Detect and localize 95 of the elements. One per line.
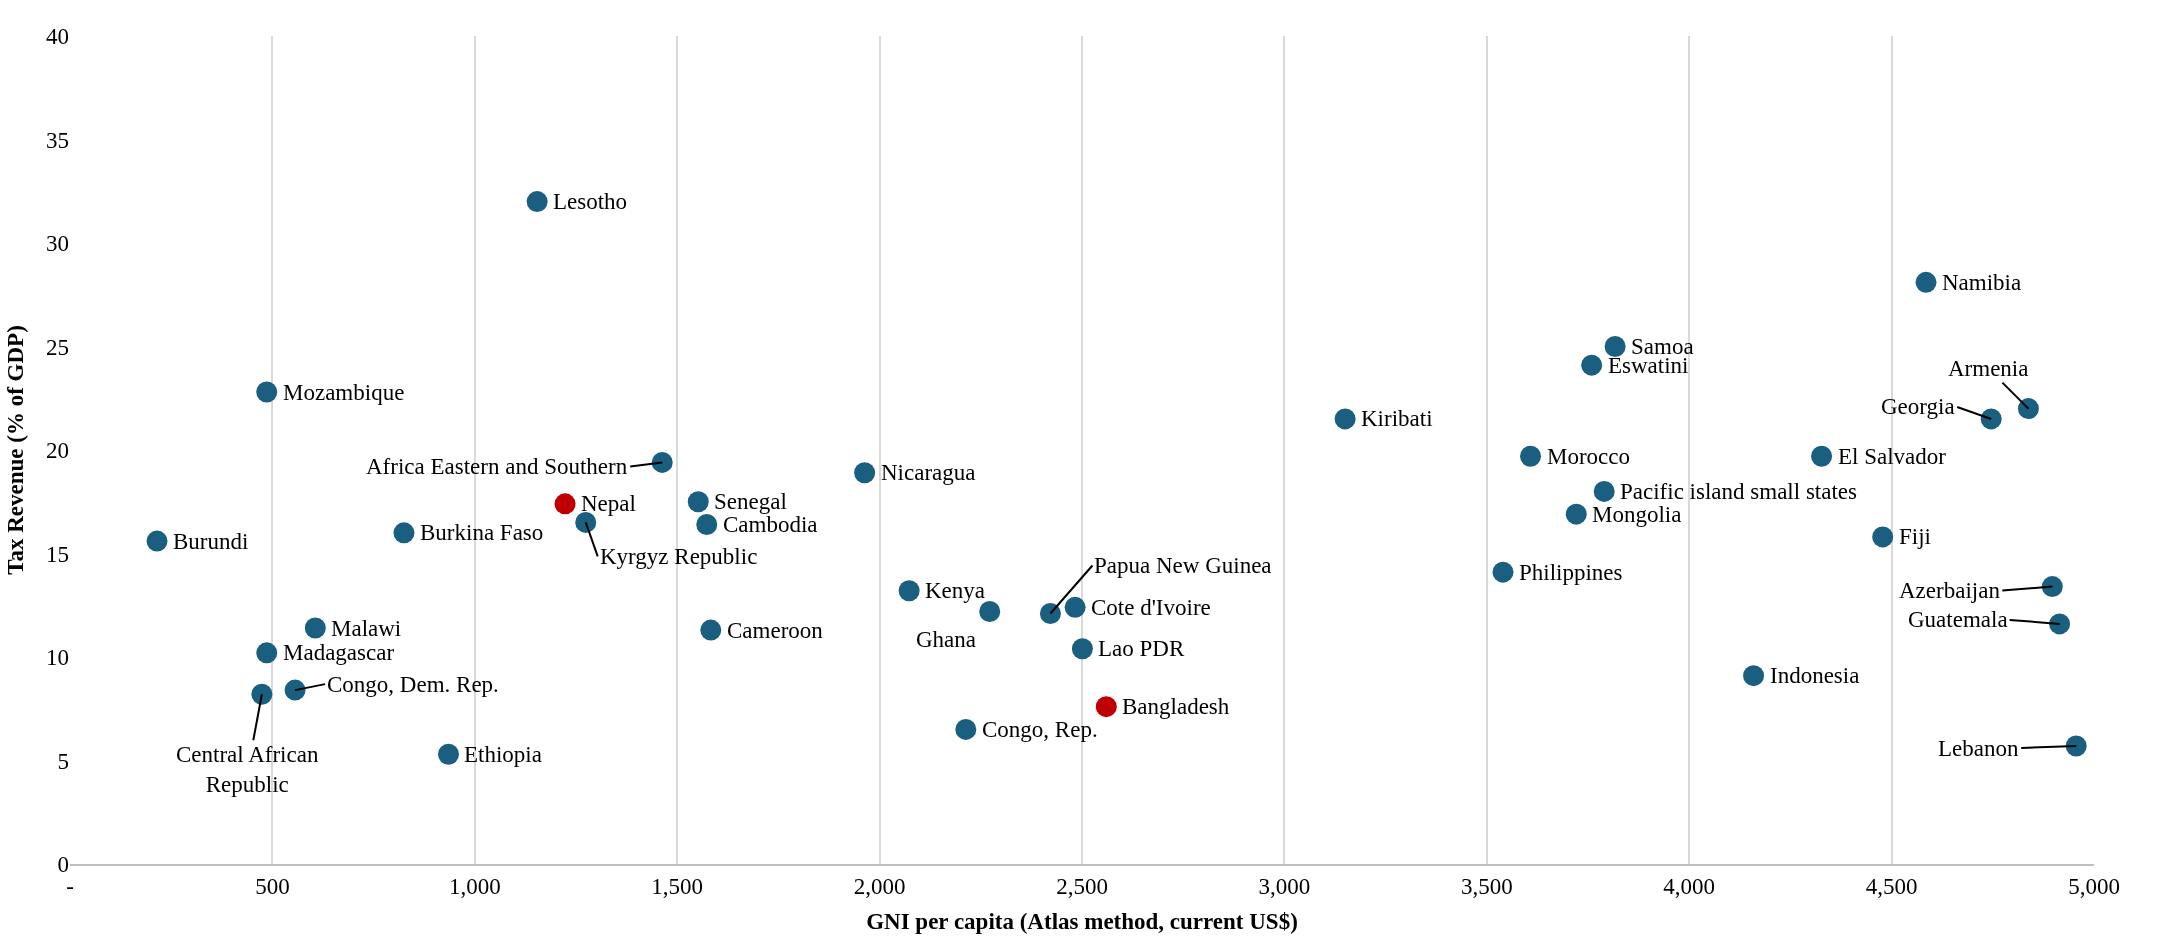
point: [651, 451, 673, 473]
annotation: Indonesia: [1770, 663, 1860, 688]
point: [1915, 271, 1937, 293]
annotation: Congo, Dem. Rep.: [327, 672, 499, 697]
point: [1520, 445, 1542, 467]
point: [898, 580, 920, 602]
x-tick-label: 1,000: [448, 873, 501, 899]
annotation: Guatemala: [1908, 607, 2008, 632]
point: [251, 683, 273, 705]
point: [146, 530, 168, 552]
annotation: Lebanon: [1938, 736, 2019, 761]
point: [1095, 696, 1117, 718]
y-tick-label: 0: [57, 852, 69, 878]
annotation: Mongolia: [1592, 502, 1682, 527]
annotation: Morocco: [1547, 444, 1631, 469]
point: [2049, 613, 2071, 635]
point: [1811, 445, 1833, 467]
point: [2065, 735, 2087, 757]
annotation: El Salvador: [1838, 444, 1947, 469]
point: [2017, 398, 2039, 420]
x-tick-label: 5,000: [2068, 873, 2120, 899]
annotation: Nepal: [581, 491, 636, 516]
annotation: Kenya: [925, 578, 986, 603]
point: [1980, 408, 2002, 430]
annotation: Bangladesh: [1122, 694, 1230, 719]
annotation: Ghana: [916, 627, 977, 652]
x-tick-label: 3,500: [1460, 873, 1513, 899]
annotation: Pacific island small states: [1620, 479, 1858, 504]
point: [256, 381, 278, 403]
point: [687, 491, 709, 513]
x-tick-label: 1,500: [651, 873, 704, 899]
annotation: Azerbaijan: [1899, 578, 2001, 603]
x-axis-title: GNI per capita (Atlas method, current US$): [866, 908, 1298, 934]
x-tick-label: 500: [255, 873, 290, 899]
annotation: Africa Eastern and Southern: [366, 454, 628, 479]
point: [1581, 354, 1603, 376]
point: [526, 191, 548, 213]
point: [304, 617, 326, 639]
x-tick-label: 2,000: [853, 873, 906, 899]
point: [1334, 408, 1356, 430]
point: [284, 679, 306, 701]
point: [1743, 665, 1765, 687]
annotation: Kyrgyz Republic: [600, 544, 758, 569]
point: [696, 514, 718, 536]
point: [854, 462, 876, 484]
x-tick-label: 3,000: [1258, 873, 1311, 899]
annotation: Kiribati: [1361, 406, 1433, 431]
y-axis-title: Tax Revenue (% of GDP): [3, 325, 29, 575]
point: [1071, 638, 1093, 660]
point: [554, 493, 576, 515]
point: [256, 642, 278, 664]
point: [1593, 480, 1615, 502]
annotation: Lesotho: [553, 189, 628, 214]
y-tick-label: 40: [46, 24, 69, 50]
annotation: Namibia: [1942, 270, 2022, 295]
annotation: Ethiopia: [464, 742, 542, 767]
annotation: Fiji: [1899, 524, 1931, 549]
y-tick-label: 10: [46, 645, 69, 671]
point: [1565, 503, 1587, 525]
y-tick-label: 20: [46, 438, 69, 464]
annotation: Lao PDR: [1098, 636, 1185, 661]
point: [2041, 576, 2063, 598]
annotation: Central African Republic: [176, 742, 319, 797]
annotation: Armenia: [1948, 356, 2029, 381]
point: [1064, 596, 1086, 618]
annotation: Nicaragua: [881, 460, 976, 485]
point: [438, 743, 459, 765]
annotation: Congo, Rep.: [982, 717, 1098, 742]
point: [393, 522, 415, 544]
annotation: Burundi: [173, 529, 249, 554]
y-tick-label: 5: [57, 748, 69, 774]
point: [1604, 336, 1626, 357]
x-tick-label: -: [66, 873, 74, 899]
annotation: Cameroon: [727, 618, 824, 643]
y-tick-label: 25: [46, 334, 69, 360]
x-tick-label: 4,500: [1865, 873, 1918, 899]
annotation: Georgia: [1881, 394, 1955, 419]
annotation: Burkina Faso: [420, 520, 544, 545]
point: [700, 619, 722, 641]
annotation: Cote d'Ivoire: [1091, 595, 1211, 620]
annotation: Malawi: [331, 616, 402, 641]
x-tick-label: 4,000: [1663, 873, 1716, 899]
annotation: Senegal: [714, 489, 787, 514]
annotation: Mozambique: [283, 380, 405, 405]
x-tick-label: 2,500: [1056, 873, 1108, 899]
point: [1872, 526, 1894, 548]
point: [1492, 561, 1514, 583]
point: [955, 718, 977, 740]
annotation: Philippines: [1519, 560, 1623, 585]
y-tick-label: 35: [46, 127, 69, 153]
point: [1039, 603, 1061, 625]
y-tick-label: 30: [46, 231, 69, 257]
annotation: Papua New Guinea: [1094, 553, 1272, 578]
annotation: Madagascar: [283, 640, 395, 665]
y-tick-label: 15: [46, 541, 69, 567]
